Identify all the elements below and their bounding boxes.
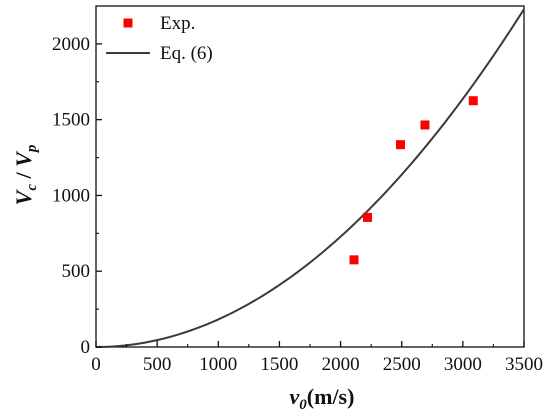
y-axis-numerator-subscript: c	[24, 184, 40, 191]
fit-curve-layer	[95, 8, 525, 348]
legend: Exp. Eq. (6)	[106, 13, 213, 64]
x-tick-label-0: 0	[91, 354, 101, 375]
x-axis-symbol: v	[290, 384, 300, 409]
y-axis-denominator: V	[11, 150, 36, 167]
data-point-2	[395, 140, 405, 150]
x-axis-title: v0(m/s)	[290, 384, 355, 412]
data-point-3	[420, 120, 430, 130]
legend-label-1: Eq. (6)	[160, 43, 213, 64]
legend-swatch-marker	[123, 18, 133, 28]
y-tick-label-1: 500	[62, 261, 91, 282]
y-axis-denominator-subscript: p	[24, 144, 40, 154]
y-tick-label-2: 1000	[52, 185, 90, 206]
legend-label-0: Exp.	[160, 13, 195, 34]
x-tick-label-1: 500	[143, 354, 172, 375]
data-point-1	[362, 212, 372, 222]
y-axis: 0 500 1000 1500 2000	[52, 34, 102, 358]
y-tick-label-4: 2000	[52, 34, 90, 55]
x-tick-label-4: 2000	[322, 354, 360, 375]
y-axis-numerator: V	[11, 188, 36, 205]
x-axis-unit: (m/s)	[307, 384, 355, 409]
y-tick-label-3: 1500	[52, 110, 90, 131]
data-point-0	[349, 255, 359, 265]
x-tick-label-6: 3000	[444, 354, 482, 375]
x-axis-subscript: 0	[299, 397, 307, 412]
y-axis-separator: /	[11, 167, 36, 184]
y-axis-title: Vc / Vp	[11, 144, 40, 205]
x-tick-label-7: 3500	[505, 354, 543, 375]
x-tick-label-2: 1000	[199, 354, 237, 375]
series-line-eq6	[95, 8, 525, 348]
data-point-4	[468, 96, 478, 106]
data-marker-layer	[349, 96, 478, 265]
y-tick-label-0: 0	[81, 337, 91, 358]
x-axis: 0 500 1000 1500 2000 2500 3000 3500	[91, 341, 543, 375]
x-tick-label-5: 2500	[383, 354, 421, 375]
x-tick-label-3: 1500	[260, 354, 298, 375]
